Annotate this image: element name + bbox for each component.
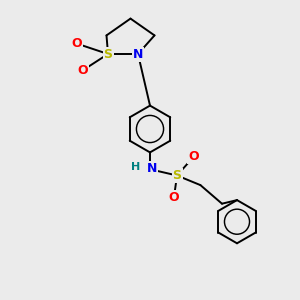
Text: S: S xyxy=(172,169,182,182)
Text: H: H xyxy=(131,161,140,172)
Text: N: N xyxy=(133,47,143,61)
Text: O: O xyxy=(188,150,199,164)
Text: N: N xyxy=(147,162,157,176)
Text: O: O xyxy=(71,37,82,50)
Text: O: O xyxy=(169,190,179,204)
Text: O: O xyxy=(77,64,88,77)
Text: S: S xyxy=(103,47,112,61)
